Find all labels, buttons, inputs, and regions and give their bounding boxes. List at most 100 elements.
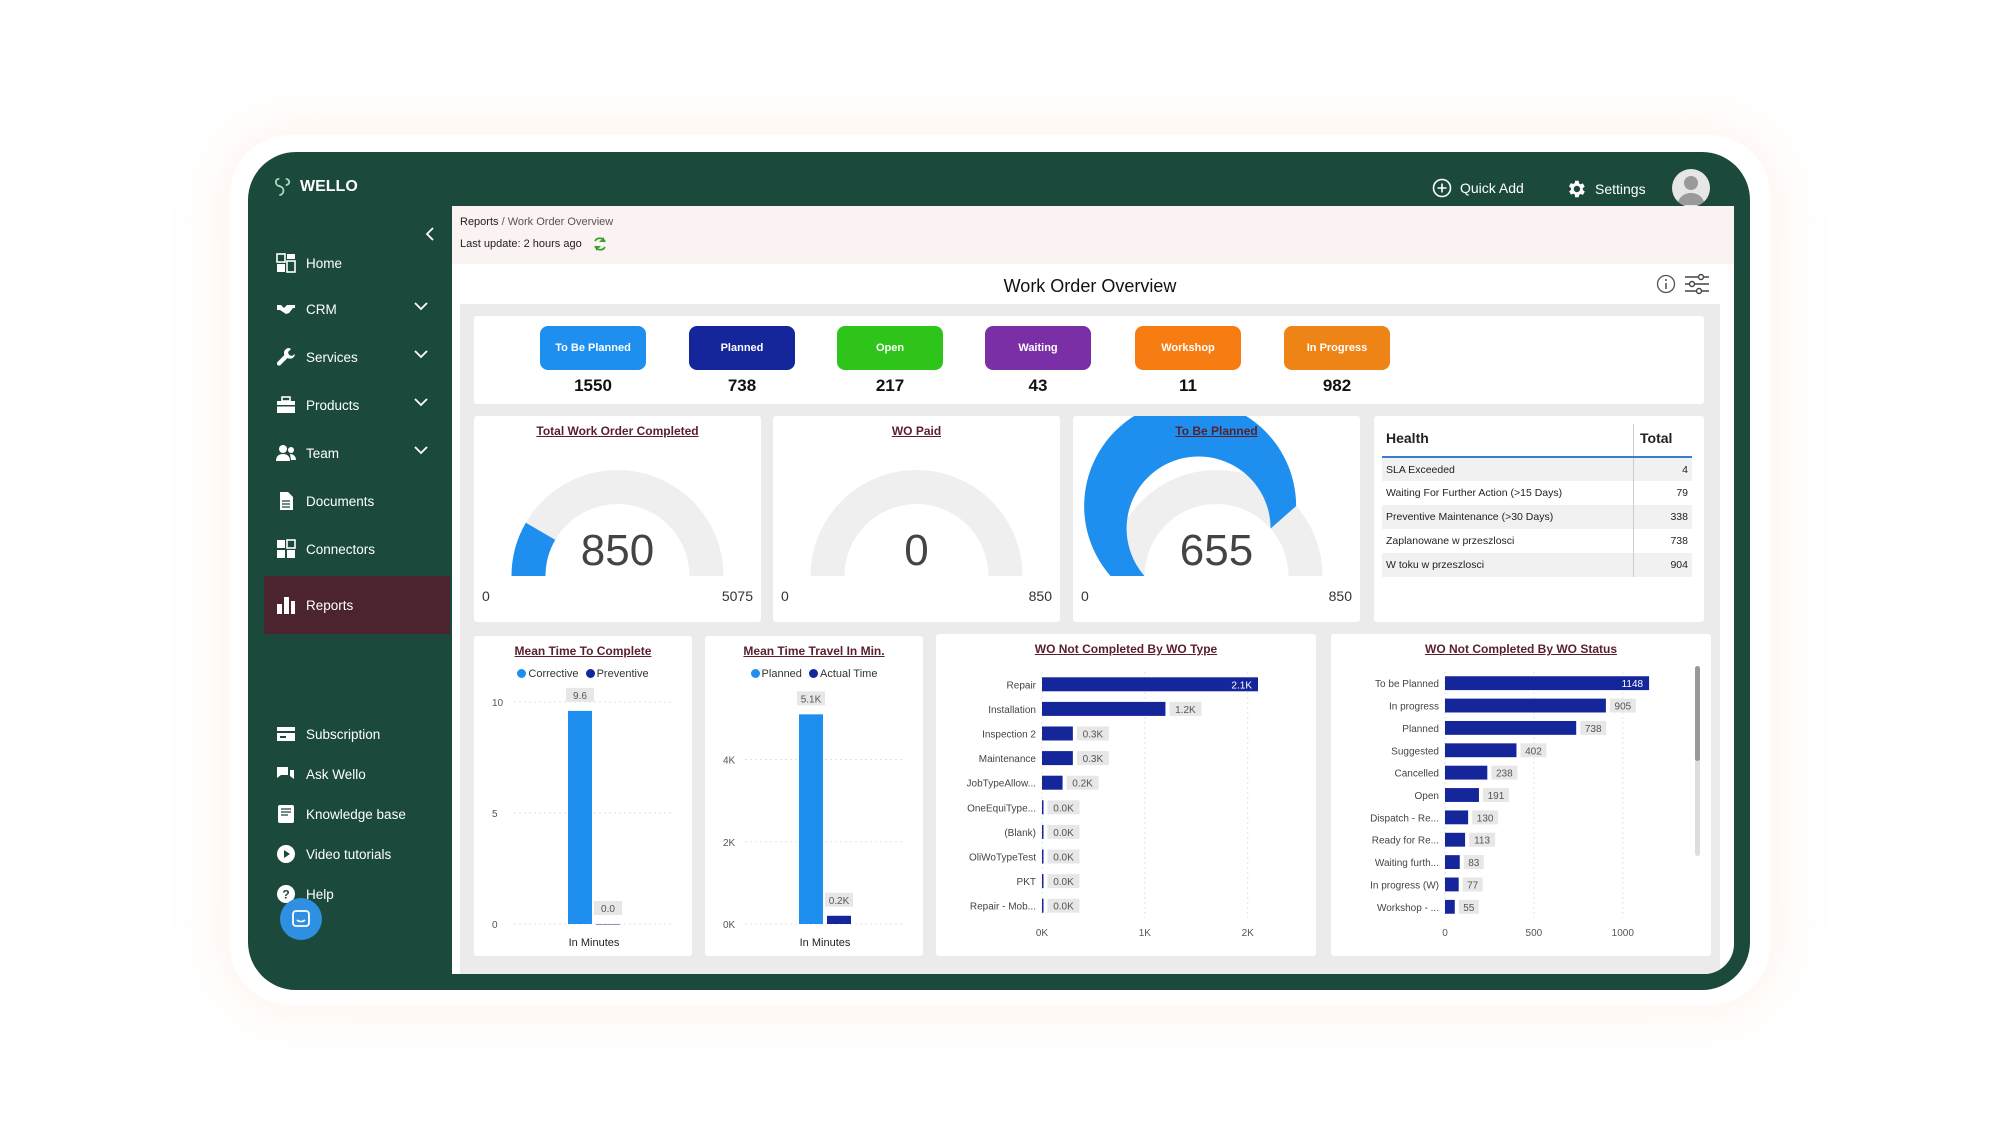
data-label: 0.2K bbox=[829, 896, 850, 907]
bar bbox=[1445, 855, 1460, 870]
sidebar-item-services[interactable]: Services bbox=[264, 334, 450, 380]
sidebar-item-video-tutorials[interactable]: Video tutorials bbox=[264, 834, 450, 874]
status-pill-workshop[interactable]: Workshop bbox=[1135, 326, 1241, 370]
data-label-bg bbox=[1463, 855, 1484, 870]
chart-card-mean-time-complete: Mean Time To Complete Corrective Prevent… bbox=[474, 636, 692, 956]
chart-plot: 0K 1K 2K Repair 2.1K Installation 1.2K Inspecti… bbox=[967, 672, 1258, 939]
category-label: Maintenance bbox=[979, 754, 1037, 765]
play-icon bbox=[277, 845, 295, 863]
data-label: 83 bbox=[1468, 858, 1480, 869]
refresh-icon[interactable] bbox=[592, 236, 608, 252]
data-label-bg bbox=[1047, 874, 1080, 889]
data-label: 0.0K bbox=[1053, 902, 1074, 913]
bar bbox=[1445, 743, 1517, 758]
table-row[interactable]: Zaplanowane w przeszlosci 738 bbox=[1382, 529, 1692, 553]
breadcrumb-root[interactable]: Reports bbox=[460, 216, 499, 228]
data-label-bg bbox=[1580, 720, 1607, 735]
sidebar-item-label: Team bbox=[306, 445, 340, 461]
health-table: Health Total SLA Exceeded 4 Waiting For F… bbox=[1382, 424, 1692, 577]
bar bbox=[1042, 898, 1044, 913]
user-avatar[interactable] bbox=[1672, 169, 1710, 207]
gauge-value: 655 bbox=[1179, 526, 1254, 575]
health-total: 4 bbox=[1633, 457, 1692, 481]
sidebar-item-home[interactable]: Home bbox=[264, 240, 450, 286]
sidebar-item-help[interactable]: ? Help bbox=[264, 874, 450, 914]
bar bbox=[1445, 720, 1577, 735]
status-value: 738 bbox=[727, 376, 757, 395]
bar bbox=[1445, 810, 1469, 825]
sidebar-item-label: Documents bbox=[306, 493, 375, 509]
scroll-thumb[interactable] bbox=[1695, 666, 1700, 761]
grid-icon bbox=[277, 539, 296, 558]
bar bbox=[1445, 765, 1488, 780]
info-icon[interactable] bbox=[1656, 274, 1676, 294]
sidebar-item-team[interactable]: Team bbox=[264, 430, 450, 476]
chat-launcher-button[interactable] bbox=[280, 898, 322, 940]
gear-icon bbox=[1569, 180, 1585, 198]
legend-dot bbox=[750, 669, 760, 678]
status-cards: To Be Planned 1550 Planned 738 Open 217 … bbox=[474, 316, 1704, 404]
chat-icon bbox=[277, 767, 294, 779]
category-label: Repair bbox=[1007, 680, 1037, 691]
sidebar-item-connectors[interactable]: Connectors bbox=[264, 526, 450, 572]
sidebar-item-label: Products bbox=[306, 397, 360, 413]
x-tick-label: 500 bbox=[1526, 928, 1543, 939]
gauge-fill bbox=[1084, 400, 1297, 576]
data-label: 9.6 bbox=[573, 691, 587, 702]
app-logo[interactable]: WELLO bbox=[272, 176, 358, 198]
gauge-card-total-completed: Total Work Order Completed 850 0 5075 bbox=[474, 416, 761, 622]
data-label: 1.2K bbox=[1175, 705, 1196, 716]
users-icon bbox=[276, 445, 296, 461]
chevron-down-icon bbox=[414, 302, 428, 311]
health-label: Waiting For Further Action (>15 Days) bbox=[1386, 487, 1563, 499]
sidebar-item-reports[interactable]: Reports bbox=[264, 576, 450, 634]
filter-sliders-icon[interactable] bbox=[1684, 272, 1710, 296]
status-pill-waiting[interactable]: Waiting bbox=[985, 326, 1091, 370]
last-update-text: Last update: 2 hours ago bbox=[460, 238, 582, 250]
quick-add-label: Quick Add bbox=[1460, 180, 1524, 196]
status-label: In Progress bbox=[1306, 342, 1368, 354]
data-label-bg bbox=[1469, 832, 1496, 847]
sidebar-item-products[interactable]: Products bbox=[264, 382, 450, 428]
gauge-max: 850 bbox=[1328, 588, 1352, 604]
sidebar-item-knowledge-base[interactable]: Knowledge base bbox=[264, 794, 450, 834]
data-label-bg bbox=[1169, 701, 1202, 716]
category-label: To be Planned bbox=[1375, 679, 1439, 690]
sidebar-item-documents[interactable]: Documents bbox=[264, 478, 450, 524]
data-label: 0.3K bbox=[1083, 754, 1104, 765]
chart-scrollbar[interactable] bbox=[1695, 666, 1700, 856]
table-row[interactable]: W toku w przeszlosci 904 bbox=[1382, 553, 1692, 577]
data-label: 5.1K bbox=[801, 694, 822, 705]
column-header-health[interactable]: Health bbox=[1382, 424, 1634, 458]
status-pill-open[interactable]: Open bbox=[837, 326, 943, 370]
bar bbox=[1042, 751, 1073, 766]
plus-circle-icon bbox=[1432, 178, 1452, 198]
collapse-sidebar-icon[interactable] bbox=[424, 226, 436, 247]
category-label: Ready for Re... bbox=[1372, 836, 1439, 847]
sidebar-item-subscription[interactable]: Subscription bbox=[264, 714, 450, 754]
chart-plot: 4K 2K 0K 5.1K 0.2K In Minutes bbox=[723, 691, 905, 949]
sidebar-item-crm[interactable]: CRM bbox=[264, 286, 450, 332]
legend-label: Planned bbox=[761, 668, 802, 680]
data-label-bg bbox=[1482, 788, 1509, 802]
status-value: 982 bbox=[1322, 376, 1352, 395]
x-tick-label: 0K bbox=[1036, 928, 1049, 939]
health-label: Zaplanowane w przeszlosci bbox=[1386, 535, 1515, 547]
quick-add-button[interactable]: Quick Add bbox=[1432, 178, 1524, 198]
table-row[interactable]: Preventive Maintenance (>30 Days) 338 bbox=[1382, 505, 1692, 529]
data-label: 0.0K bbox=[1053, 853, 1074, 864]
sidebar-item-label: Reports bbox=[306, 597, 354, 613]
sidebar-item-ask-wello[interactable]: Ask Wello bbox=[264, 754, 450, 794]
table-row[interactable]: SLA Exceeded 4 bbox=[1382, 457, 1692, 481]
status-pill-in-progress[interactable]: In Progress bbox=[1284, 326, 1390, 370]
status-value: 1550 bbox=[574, 376, 612, 395]
column-header-total[interactable]: Total bbox=[1633, 424, 1692, 458]
table-row[interactable]: Waiting For Further Action (>15 Days) 79 bbox=[1382, 481, 1692, 505]
status-pill-planned[interactable]: Planned bbox=[689, 326, 795, 370]
settings-button[interactable]: Settings bbox=[1565, 178, 1646, 200]
data-label-bg bbox=[594, 901, 622, 915]
data-label: 1148 bbox=[1622, 679, 1644, 690]
bar bbox=[596, 924, 620, 925]
x-tick-label: 0 bbox=[1442, 928, 1448, 939]
status-pill-to-be-planned[interactable]: To Be Planned bbox=[540, 326, 646, 370]
